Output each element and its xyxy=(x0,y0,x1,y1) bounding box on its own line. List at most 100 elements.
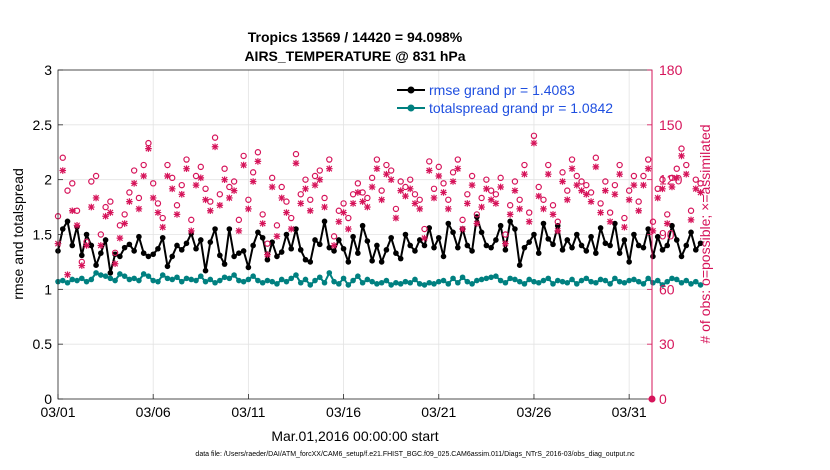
series-point xyxy=(202,267,209,274)
obs-assimilated-marker xyxy=(535,192,543,200)
obs-assimilated-marker xyxy=(568,165,576,172)
obs-assimilated-marker xyxy=(487,196,495,204)
obs-possible-marker xyxy=(345,214,352,222)
obs-possible-marker xyxy=(59,154,66,161)
obs-assimilated-marker xyxy=(606,218,614,226)
obs-possible-marker xyxy=(426,158,433,165)
obs-assimilated-marker xyxy=(192,181,200,189)
series-point xyxy=(117,253,123,260)
series-point xyxy=(678,253,685,260)
legend-spread-label: totalspread grand pr = 1.0842 xyxy=(429,100,613,116)
obs-possible-marker xyxy=(373,156,381,163)
obs-possible-marker xyxy=(383,161,390,169)
obs-possible-marker xyxy=(121,211,128,218)
series-point xyxy=(393,279,399,286)
data-series xyxy=(54,132,704,288)
series-point xyxy=(516,278,523,285)
series-point xyxy=(493,273,499,279)
series-point xyxy=(136,277,142,284)
obs-assimilated-marker xyxy=(663,220,671,227)
series-point xyxy=(121,273,128,279)
left-axis-ticks: 0 0.5 1 1.5 2 2.5 3 xyxy=(33,62,63,407)
right-tick-label: 0 xyxy=(659,391,667,407)
obs-assimilated-marker xyxy=(440,189,447,196)
obs-assimilated-marker xyxy=(668,183,676,191)
obs-assimilated-marker xyxy=(559,178,566,185)
obs-assimilated-marker xyxy=(254,158,262,165)
series-point xyxy=(464,242,471,249)
obs-possible-marker xyxy=(278,183,285,191)
series-point xyxy=(412,276,418,283)
obs-assimilated-marker xyxy=(473,220,481,227)
obs-assimilated-marker xyxy=(678,152,685,160)
series-point xyxy=(78,252,85,259)
obs-possible-marker xyxy=(530,132,538,139)
obs-assimilated-marker xyxy=(340,209,347,216)
series-point xyxy=(217,277,223,284)
series-point xyxy=(321,218,328,225)
obs-possible-marker xyxy=(302,176,309,183)
series-point xyxy=(469,248,475,254)
obs-assimilated-marker xyxy=(116,234,124,242)
x-tick-label: 03/16 xyxy=(326,404,361,420)
series-point xyxy=(450,275,456,282)
obs-possible-marker xyxy=(454,156,462,163)
series-point xyxy=(364,238,371,244)
obs-possible-marker xyxy=(516,196,523,203)
obs-possible-marker xyxy=(540,196,547,203)
series-point xyxy=(159,272,166,278)
series-point xyxy=(69,276,76,283)
obs-possible-marker xyxy=(635,198,642,205)
series-point xyxy=(654,277,661,284)
series-point xyxy=(321,279,328,286)
obs-possible-marker xyxy=(511,178,519,185)
obs-assimilated-marker xyxy=(83,242,90,249)
obs-assimilated-marker xyxy=(287,225,295,233)
series-point xyxy=(683,277,690,284)
series-point xyxy=(64,218,71,225)
series-point xyxy=(207,276,214,283)
series-point xyxy=(312,237,318,243)
obs-assimilated-marker xyxy=(630,181,638,189)
series-point xyxy=(269,278,275,285)
series-point xyxy=(440,277,447,284)
x-tick-label: 03/31 xyxy=(612,404,647,420)
series-point xyxy=(316,274,323,281)
series-point xyxy=(502,279,509,286)
series-point xyxy=(550,241,556,248)
obs-assimilated-marker xyxy=(430,194,438,202)
obs-assimilated-marker xyxy=(592,163,600,171)
series-point xyxy=(355,273,361,279)
obs-assimilated-marker xyxy=(654,194,662,202)
series-point xyxy=(178,247,185,253)
series-point xyxy=(107,275,114,282)
obs-assimilated-marker xyxy=(68,207,76,215)
series-point xyxy=(459,274,466,281)
obs-possible-marker xyxy=(211,134,219,141)
obs-assimilated-marker xyxy=(425,167,433,174)
obs-assimilated-marker xyxy=(278,194,286,202)
obs-possible-marker xyxy=(564,187,571,194)
series-point xyxy=(378,279,385,286)
obs-assimilated-marker xyxy=(563,196,571,204)
obs-assimilated-marker xyxy=(211,143,219,151)
obs-possible-marker xyxy=(283,198,290,205)
obs-assimilated-marker xyxy=(202,196,209,204)
obs-possible-marker xyxy=(159,214,166,222)
obs-possible-marker xyxy=(92,172,100,180)
series-point xyxy=(588,278,594,285)
obs-assimilated-marker xyxy=(378,196,385,204)
series-point xyxy=(697,240,704,247)
series-point xyxy=(626,259,632,265)
series-point xyxy=(212,226,218,232)
right-tick-label: 30 xyxy=(659,336,675,352)
obs-assimilated-marker xyxy=(159,223,167,231)
obs-possible-marker xyxy=(245,196,252,203)
series-point xyxy=(526,276,533,283)
series-point xyxy=(336,237,342,243)
obs-possible-marker xyxy=(292,150,300,158)
series-point xyxy=(350,233,356,240)
series-point xyxy=(255,229,261,236)
obs-assimilated-marker xyxy=(530,139,538,147)
series-point xyxy=(569,276,575,283)
